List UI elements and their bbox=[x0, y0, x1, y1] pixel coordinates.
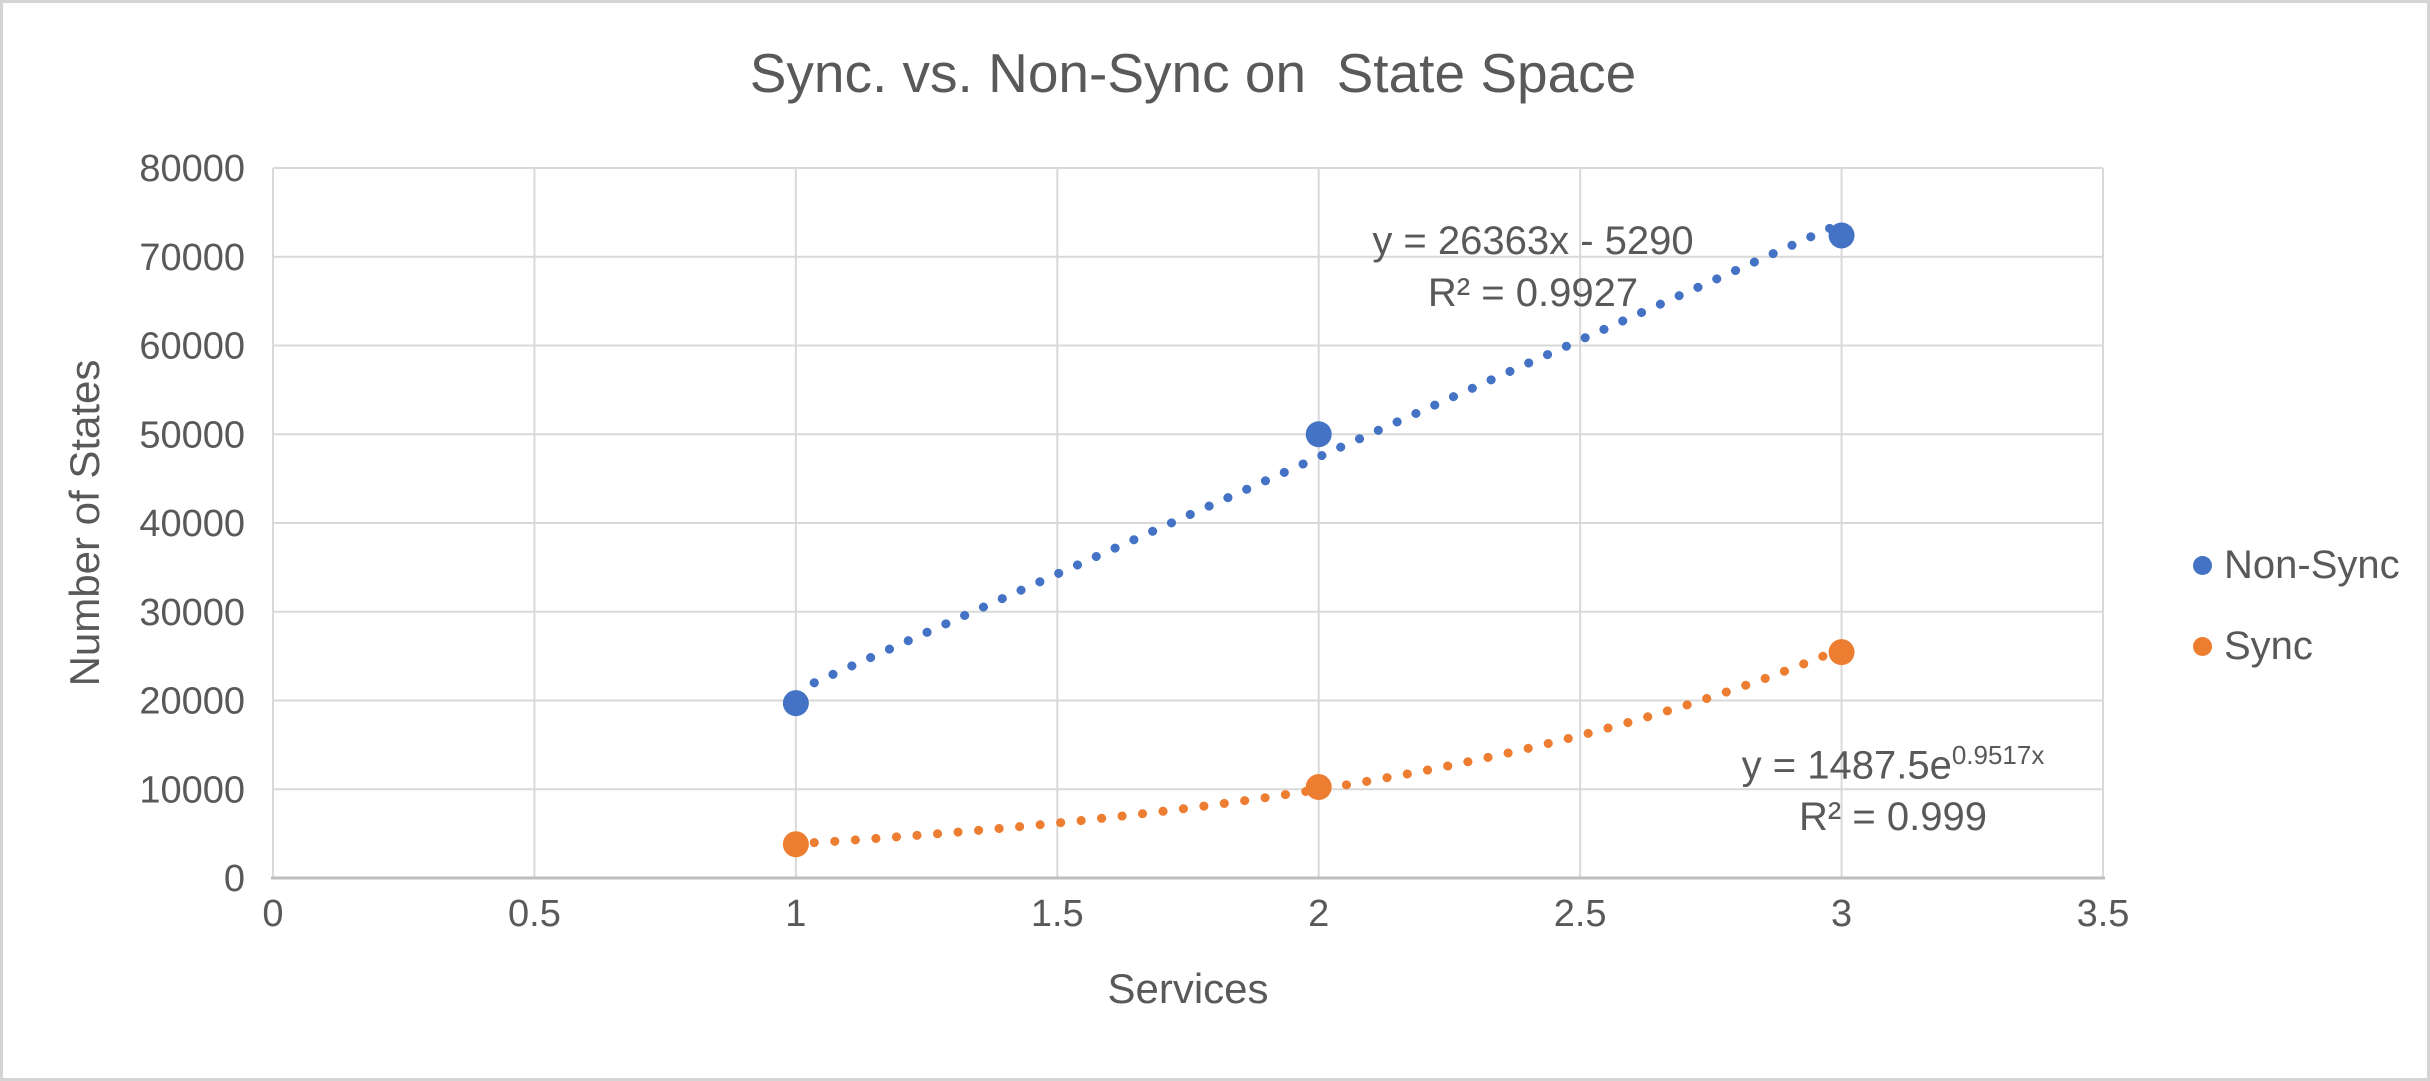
x-axis-title: Services bbox=[1107, 965, 1269, 1012]
sync-equation-base: y = 1487.5e bbox=[1741, 743, 1952, 788]
data-point-non-sync bbox=[782, 690, 809, 717]
sync-trendline-equation: y = 1487.5e0.9517x R² = 0.999 bbox=[1573, 729, 2213, 843]
y-tick-label: 20000 bbox=[139, 681, 245, 723]
y-tick-label: 50000 bbox=[139, 414, 245, 456]
data-point-non-sync bbox=[1828, 222, 1855, 249]
data-point-sync bbox=[1305, 774, 1332, 801]
nonsync-equation-line1: y = 26363x - 5290 bbox=[1372, 219, 1694, 263]
x-tick-label: 2 bbox=[1308, 893, 1329, 935]
legend-item-sync: Sync bbox=[2193, 624, 2400, 669]
x-tick-label: 2.5 bbox=[1554, 893, 1607, 935]
y-tick-label: 40000 bbox=[139, 503, 245, 545]
non-sync-marker-icon bbox=[2193, 556, 2212, 575]
plot-area: 0 10000 20000 30000 40000 50000 60000 70000 8000… bbox=[139, 148, 2130, 935]
x-tick-label: 0.5 bbox=[508, 893, 561, 935]
y-tick-label: 80000 bbox=[139, 148, 245, 190]
legend-item-non-sync: Non-Sync bbox=[2193, 543, 2400, 588]
data-point-non-sync bbox=[1305, 421, 1332, 448]
x-tick-label: 1 bbox=[785, 893, 806, 935]
x-tick-label: 3 bbox=[1831, 893, 1852, 935]
sync-equation-superscript: 0.9517x bbox=[1951, 740, 2045, 770]
data-point-sync bbox=[782, 831, 809, 858]
chart-title: Sync. vs. Non-Sync on State Space bbox=[749, 42, 1637, 104]
nonsync-equation-line2: R² = 0.9927 bbox=[1427, 271, 1639, 315]
legend-label-non-sync: Non-Sync bbox=[2224, 543, 2400, 587]
y-tick-label: 10000 bbox=[139, 769, 245, 811]
x-tick-label: 0 bbox=[262, 893, 283, 935]
legend: Non-Sync Sync bbox=[2193, 543, 2400, 669]
data-point-sync bbox=[1828, 639, 1855, 666]
sync-marker-icon bbox=[2193, 637, 2212, 656]
sync-equation-line2: R² = 0.999 bbox=[1799, 795, 1987, 840]
y-tick-label: 70000 bbox=[139, 237, 245, 279]
y-tick-label: 30000 bbox=[139, 592, 245, 634]
sync-equation-line1: y = 1487.5e0.9517x bbox=[1573, 729, 2213, 791]
y-tick-label: 0 bbox=[224, 858, 245, 900]
x-tick-label: 1.5 bbox=[1031, 893, 1084, 935]
trendline-non-sync bbox=[809, 222, 1839, 688]
legend-label-sync: Sync bbox=[2224, 624, 2313, 668]
nonsync-trendline-equation: y = 26363x - 5290 R² = 0.9927 bbox=[1213, 215, 1853, 319]
x-tick-label: 3.5 bbox=[2077, 893, 2130, 935]
y-tick-label: 60000 bbox=[139, 326, 245, 368]
